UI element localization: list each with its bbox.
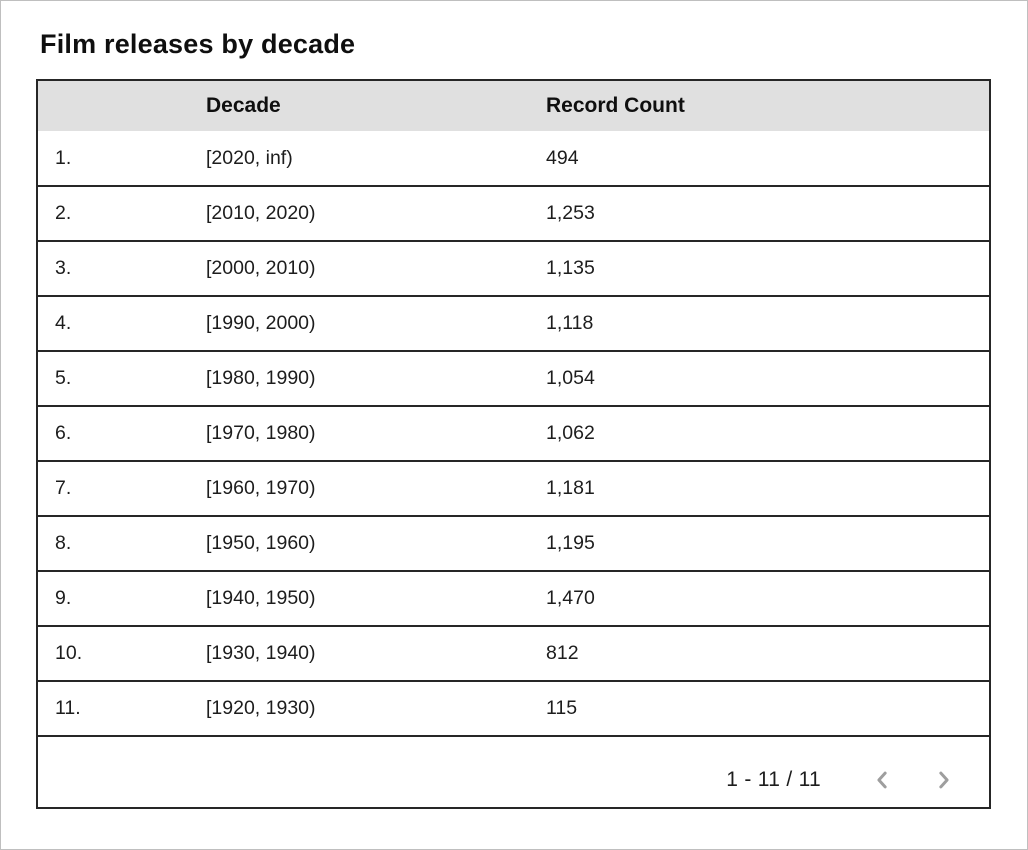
cell-decade: [1920, 1930): [206, 697, 316, 719]
row-index: 4.: [55, 312, 72, 334]
row-index: 1.: [55, 146, 72, 169]
cell-decade: [1970, 1980): [206, 422, 316, 444]
page-title: Film releases by decade: [40, 29, 356, 59]
cell-record-count: 812: [546, 642, 579, 664]
table-row: 6. [1970, 1980) 1,062: [38, 406, 989, 461]
table-row: 8. [1950, 1960) 1,195: [38, 516, 989, 571]
row-index: 7.: [55, 477, 72, 499]
cell-decade: [1980, 1990): [206, 367, 316, 389]
cell-decade: [2010, 2020): [206, 202, 316, 224]
table-row: 7. [1960, 1970) 1,181: [38, 461, 989, 516]
pagination-range: 1 - 11 / 11: [726, 768, 821, 791]
chevron-left-icon: [877, 771, 887, 789]
cell-record-count: 1,062: [546, 422, 595, 444]
cell-decade: [1930, 1940): [206, 642, 316, 664]
row-index: 3.: [55, 257, 72, 279]
table-card: Decade Record Count 1. [2020, inf) 494 2. [2…: [36, 79, 991, 809]
cell-record-count: 1,470: [546, 587, 595, 609]
cell-record-count: 1,135: [546, 257, 595, 279]
header-row-number: [38, 81, 206, 131]
cell-record-count: 494: [546, 146, 579, 169]
cell-record-count: 1,118: [546, 312, 594, 334]
cell-decade: [1940, 1950): [206, 587, 316, 609]
cell-decade: [2020, inf): [206, 146, 293, 169]
row-index: 8.: [55, 532, 72, 554]
table-row: 10. [1930, 1940) 812: [38, 626, 989, 681]
cell-decade: [1960, 1970): [206, 477, 316, 499]
data-table: Decade Record Count 1. [2020, inf) 494 2. [2…: [38, 81, 989, 737]
row-index: 10.: [55, 642, 83, 664]
table-row: 1. [2020, inf) 494: [38, 131, 989, 186]
cell-record-count: 1,181: [546, 477, 595, 499]
row-index: 11.: [55, 697, 81, 719]
cell-record-count: 115: [546, 697, 578, 719]
table-row: 9. [1940, 1950) 1,470: [38, 571, 989, 626]
table-row: 3. [2000, 2010) 1,135: [38, 241, 989, 296]
cell-record-count: 1,054: [546, 367, 595, 389]
table-row: 4. [1990, 2000) 1,118: [38, 296, 989, 351]
pagination-bar: 1 - 11 / 11: [38, 737, 989, 807]
cell-decade: [1990, 2000): [206, 312, 316, 334]
cell-record-count: 1,195: [546, 532, 595, 554]
table-row: 11. [1920, 1930) 115: [38, 681, 989, 736]
row-index: 5.: [55, 367, 72, 389]
chevron-right-icon: [939, 771, 949, 789]
header-record-count[interactable]: Record Count: [546, 94, 685, 117]
row-index: 2.: [55, 202, 72, 224]
cell-decade: [2000, 2010): [206, 257, 316, 279]
header-row: Decade Record Count: [38, 81, 989, 131]
table-row: 5. [1980, 1990) 1,054: [38, 351, 989, 406]
cell-record-count: 1,253: [546, 202, 595, 224]
cell-decade: [1950, 1960): [206, 532, 316, 554]
row-index: 9.: [55, 587, 72, 609]
table-row: 2. [2010, 2020) 1,253: [38, 186, 989, 241]
next-page-button[interactable]: [925, 761, 963, 799]
header-decade[interactable]: Decade: [206, 94, 281, 117]
prev-page-button[interactable]: [863, 761, 901, 799]
row-index: 6.: [55, 422, 72, 444]
